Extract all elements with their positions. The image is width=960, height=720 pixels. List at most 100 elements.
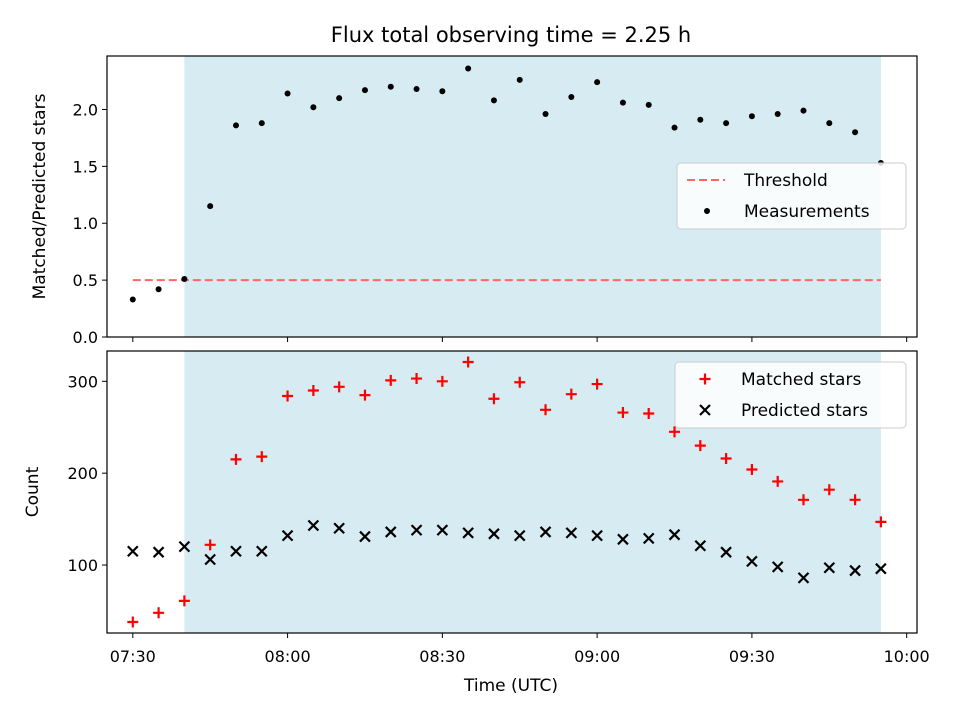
x-tick-label: 07:30 <box>110 647 156 666</box>
data-point <box>359 530 371 543</box>
data-point <box>155 286 162 293</box>
bottom-panel: 100 200 300 07:30 08:00 08:30 09:00 09:30 10:00 C… <box>23 350 930 666</box>
data-point <box>152 546 165 558</box>
series-measurements <box>129 65 884 303</box>
legend-swatch <box>704 208 710 214</box>
series-predicted-stars <box>127 519 887 584</box>
legend: Threshold Measurements <box>676 162 907 230</box>
data-point <box>720 452 732 464</box>
data-point <box>542 111 549 118</box>
data-point <box>129 296 136 303</box>
legend-swatch <box>699 373 711 385</box>
y-tick-label: 1.5 <box>73 157 98 176</box>
data-point <box>694 539 707 552</box>
data-point <box>359 389 371 401</box>
y-tick-label: 1.0 <box>73 214 98 233</box>
legend-box <box>676 162 907 230</box>
data-point <box>826 120 833 127</box>
axes-frame <box>106 350 918 634</box>
data-point <box>284 90 291 97</box>
data-point <box>258 120 265 127</box>
data-point <box>671 124 678 131</box>
legend-label: Matched stars <box>741 370 861 390</box>
x-tick-label: 10:00 <box>884 647 930 666</box>
data-point <box>617 407 629 419</box>
data-point <box>230 545 242 558</box>
data-point <box>488 528 500 540</box>
data-point <box>849 564 861 577</box>
data-point <box>591 529 603 542</box>
data-point <box>513 529 526 542</box>
legend-label: Threshold <box>743 171 828 191</box>
data-point <box>516 76 523 83</box>
data-point <box>643 407 655 419</box>
data-point <box>772 475 784 487</box>
data-point <box>619 99 626 106</box>
data-point <box>204 553 216 566</box>
y-tick-label: 200 <box>67 464 98 483</box>
data-point <box>178 595 190 607</box>
y-tick-label: 0.5 <box>73 271 98 290</box>
data-point <box>465 65 472 72</box>
data-point <box>852 129 859 136</box>
y-tick-label: 300 <box>67 372 98 391</box>
data-point <box>282 390 294 402</box>
data-point <box>723 120 730 127</box>
y-axis-label: Count <box>23 466 43 517</box>
data-point <box>823 562 836 574</box>
top-panel: 0.0 0.5 1.0 1.5 2.0 Matched/Predicted stars Th… <box>30 55 918 347</box>
data-point <box>307 384 319 396</box>
data-point <box>411 373 423 385</box>
data-point <box>490 97 497 104</box>
legend-box <box>674 361 907 429</box>
legend-swatch <box>699 404 711 416</box>
data-point <box>797 572 810 584</box>
data-point <box>333 522 345 535</box>
x-axis-label: Time (UTC) <box>463 676 558 696</box>
series-matched-stars <box>127 356 887 628</box>
data-point <box>307 519 320 532</box>
data-point <box>333 381 345 393</box>
data-point <box>232 122 239 129</box>
data-point <box>771 561 784 573</box>
chart-title: Flux total observing time = 2.25 h <box>331 23 691 47</box>
x-tick-label: 09:00 <box>574 647 620 666</box>
data-point <box>748 113 755 120</box>
data-point <box>488 393 500 405</box>
data-point <box>384 526 397 538</box>
data-point <box>697 116 704 123</box>
data-point <box>385 374 397 386</box>
data-point <box>436 524 449 536</box>
data-point <box>153 607 165 619</box>
data-point <box>255 545 268 558</box>
data-point <box>568 93 575 100</box>
y-tick-label: 100 <box>67 556 98 575</box>
data-point <box>565 527 578 539</box>
legend-label: Measurements <box>744 202 870 222</box>
data-point <box>387 83 394 90</box>
data-point <box>875 516 887 528</box>
data-point <box>539 526 552 538</box>
data-point <box>669 426 681 438</box>
y-axis-label: Matched/Predicted stars <box>30 93 50 299</box>
data-point <box>410 524 423 536</box>
data-point <box>800 107 807 114</box>
data-point <box>823 484 835 496</box>
axes-frame <box>106 55 918 338</box>
data-point <box>439 88 446 95</box>
data-point <box>462 356 474 368</box>
data-point <box>746 463 758 475</box>
legend-label: Predicted stars <box>741 401 868 421</box>
data-point <box>720 546 732 558</box>
data-point <box>694 440 706 452</box>
data-point <box>361 87 368 94</box>
data-point <box>204 539 216 551</box>
data-point <box>127 545 139 558</box>
data-point <box>617 533 629 546</box>
data-point <box>746 555 758 568</box>
data-point <box>668 528 681 541</box>
data-point <box>181 275 188 282</box>
data-point <box>207 203 214 210</box>
data-point <box>642 532 655 545</box>
